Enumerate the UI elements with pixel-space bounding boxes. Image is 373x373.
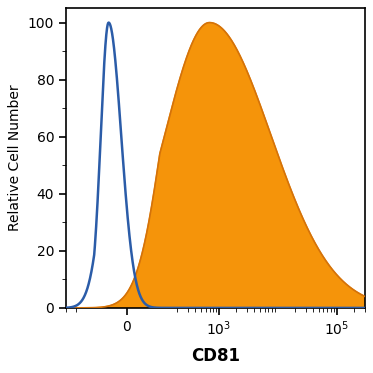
- Y-axis label: Relative Cell Number: Relative Cell Number: [8, 85, 22, 231]
- X-axis label: CD81: CD81: [191, 347, 240, 365]
